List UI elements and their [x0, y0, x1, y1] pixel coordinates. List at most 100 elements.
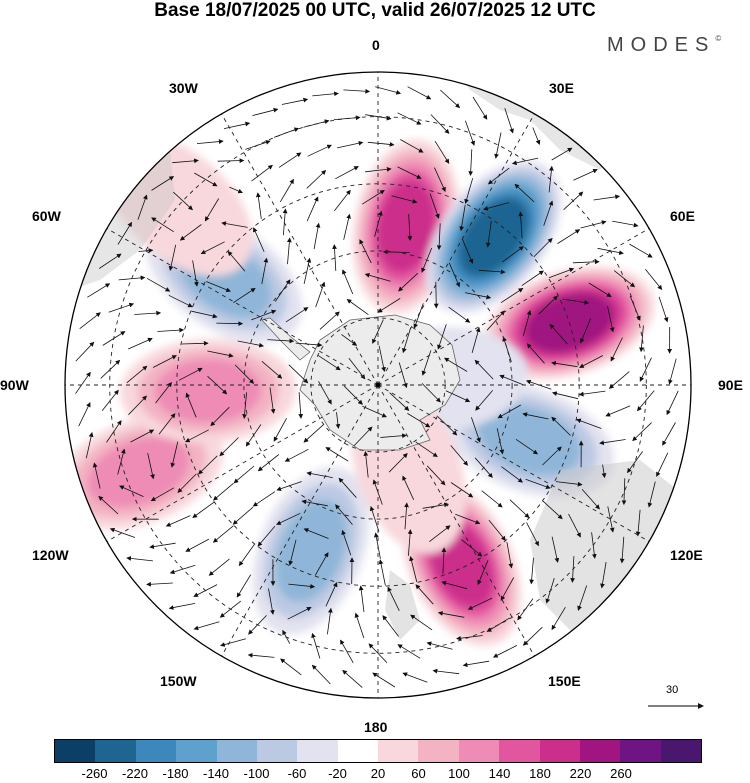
wind-vector	[434, 140, 450, 164]
wind-vector	[109, 527, 136, 538]
wind-vector	[236, 574, 252, 598]
lon-label-90w: 90W	[0, 377, 29, 393]
wind-vector	[468, 149, 474, 176]
wind-vector	[285, 307, 309, 323]
wind-vector	[485, 220, 492, 248]
wind-vector	[464, 178, 474, 204]
wind-vector	[455, 513, 481, 525]
wind-vector	[433, 281, 439, 309]
wind-vector	[492, 645, 518, 658]
antarctica-land	[299, 314, 461, 451]
wind-vector	[509, 499, 530, 519]
anomaly-contour	[154, 358, 262, 423]
wind-vector	[306, 169, 327, 189]
wind-vector	[557, 229, 581, 244]
colorbar-tick-label: 140	[488, 766, 511, 781]
wind-vector	[184, 429, 209, 443]
wind-vector	[629, 243, 653, 258]
south-america-land	[70, 150, 175, 290]
wind-vector	[255, 192, 262, 219]
wind-vector	[312, 91, 339, 97]
wind-vector	[333, 189, 351, 212]
anomaly-contour	[377, 180, 435, 273]
wind-vector	[85, 432, 94, 459]
wind-vector	[279, 178, 294, 203]
wind-vector	[504, 107, 514, 134]
wind-vector	[200, 241, 225, 254]
wind-vector	[210, 406, 230, 427]
wind-vector	[369, 505, 380, 532]
wind-vector	[437, 416, 458, 436]
wind-vector	[477, 560, 489, 585]
wind-vector	[542, 446, 562, 466]
copyright-mark: ©	[715, 34, 722, 43]
wind-vector	[157, 327, 185, 333]
wind-vector	[532, 127, 541, 145]
wind-vector	[599, 439, 626, 446]
wind-vector	[488, 519, 506, 541]
wind-vector	[632, 422, 652, 442]
wind-vector	[346, 299, 369, 316]
wind-vector	[288, 583, 316, 589]
wind-vector	[362, 405, 387, 418]
wind-vector	[555, 481, 583, 487]
wind-vector	[415, 584, 434, 605]
colorbar-tick-label: 180	[529, 766, 551, 781]
wind-vector	[198, 455, 218, 475]
wind-vector	[410, 614, 433, 631]
wind-vector	[429, 193, 440, 219]
wind-vector	[247, 652, 275, 658]
wind-vector	[562, 298, 590, 305]
wind-vector	[380, 433, 407, 439]
wind-vector	[372, 319, 384, 344]
wind-vector	[185, 392, 197, 418]
wind-vector	[212, 525, 234, 543]
wind-vector	[668, 358, 677, 385]
wind-vector	[196, 139, 224, 144]
wind-vector	[441, 580, 468, 590]
brand-logo: MODES©	[607, 34, 721, 57]
wind-vector	[588, 282, 612, 298]
colorbar-tick-label: -220	[121, 766, 149, 781]
wind-vector	[502, 336, 512, 363]
wind-vector	[501, 466, 523, 483]
wind-vector	[173, 191, 193, 211]
wind-vector	[261, 360, 283, 379]
wind-vector	[365, 166, 392, 173]
wind-vector	[601, 464, 607, 479]
wind-vector	[551, 416, 571, 436]
wind-vector	[252, 107, 279, 116]
wind-vector	[155, 381, 172, 404]
wind-vector	[363, 451, 369, 478]
wind-vector	[118, 275, 146, 281]
wind-vector	[450, 445, 469, 466]
wind-vector	[397, 644, 421, 659]
wind-vector	[514, 183, 535, 203]
wind-vector	[608, 371, 630, 389]
wind-vector	[208, 558, 230, 576]
wind-vector	[612, 220, 639, 228]
anomaly-contour	[458, 198, 529, 276]
wind-vector	[134, 310, 162, 316]
wind-vector	[627, 451, 643, 474]
wind-vector	[325, 447, 349, 462]
colorbar-segment	[539, 740, 580, 762]
wind-vector	[645, 268, 663, 291]
wind-vector	[172, 158, 199, 164]
wind-vector	[526, 343, 545, 364]
lon-label-120e: 120E	[670, 547, 703, 563]
wind-vector	[146, 277, 171, 292]
wind-vector	[150, 487, 175, 502]
wind-vector	[551, 360, 578, 368]
wind-vector	[413, 303, 424, 329]
wind-vector	[462, 239, 474, 264]
wind-vector	[181, 340, 209, 346]
wind-vector	[273, 418, 287, 442]
wind-vector	[444, 357, 468, 372]
wind-vector	[621, 478, 627, 506]
wind-vector	[471, 327, 481, 354]
wind-vector	[422, 502, 449, 509]
wind-vector	[117, 221, 133, 245]
wind-vector	[568, 513, 581, 538]
wind-vector	[318, 355, 341, 371]
